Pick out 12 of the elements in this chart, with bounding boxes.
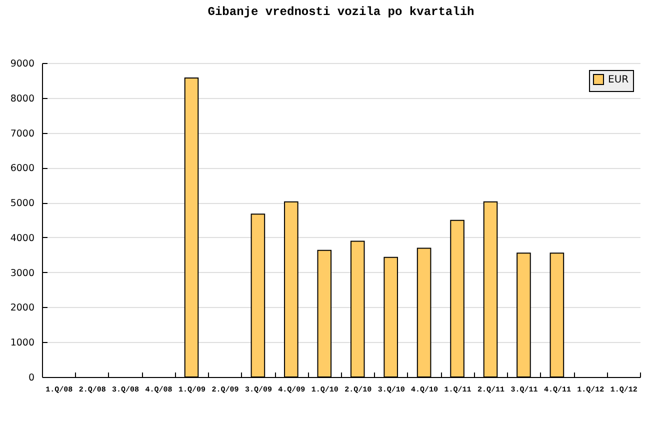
y-tick-label: 3000 [10, 268, 34, 279]
y-tick-label: 1000 [10, 338, 34, 349]
y-tick-label: 9000 [10, 58, 34, 70]
y-tick-label: 7000 [10, 128, 34, 140]
y-tick-label: 6000 [10, 163, 34, 174]
y-tick-label: 5000 [10, 198, 34, 210]
legend-label: EUR [608, 74, 629, 86]
y-tick-label: 8000 [10, 93, 34, 104]
y-tick-label: 0 [28, 372, 34, 384]
chart-title: Gibanje vrednosti vozila po kvartalih [208, 5, 474, 19]
y-tick-label: 2000 [10, 302, 34, 314]
y-tick-label: 4000 [10, 232, 34, 244]
